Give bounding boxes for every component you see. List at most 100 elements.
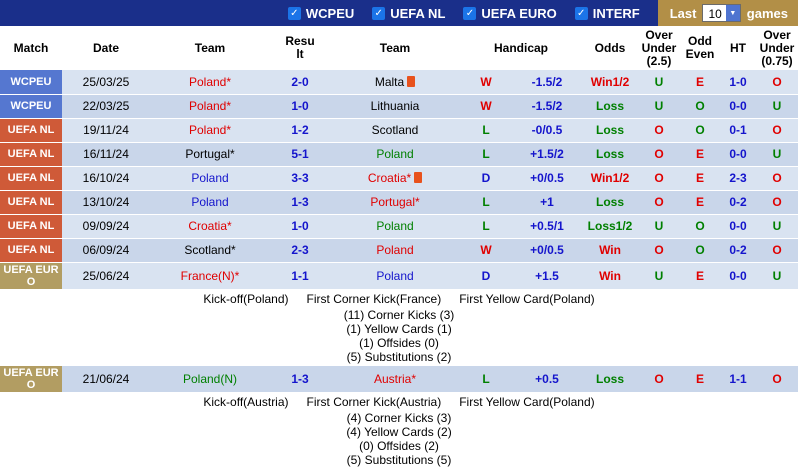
filter-label-interf[interactable]: INTERF: [592, 5, 640, 21]
full-time-score: 1-3: [270, 365, 330, 393]
away-team[interactable]: Malta: [330, 70, 460, 95]
competition-cell[interactable]: UEFA NL: [0, 142, 62, 167]
home-team[interactable]: Portugal*: [150, 142, 270, 167]
home-team[interactable]: Poland: [150, 190, 270, 215]
home-team-name[interactable]: Poland(N): [182, 371, 238, 386]
filter-label-uefa-euro[interactable]: UEFA EURO: [481, 5, 557, 21]
away-team[interactable]: Poland: [330, 238, 460, 263]
away-team[interactable]: Poland: [330, 214, 460, 239]
filter-uefa-nl[interactable]: ✓ UEFA NL: [372, 6, 445, 21]
filter-uefa-euro[interactable]: ✓ UEFA EURO: [463, 5, 557, 21]
away-team-name[interactable]: Austria*: [373, 371, 417, 386]
half-time-score: 2-3: [720, 166, 757, 191]
competition-cell[interactable]: UEFA NL: [0, 214, 62, 239]
home-team[interactable]: Poland*: [150, 118, 270, 143]
handicap-cell: +1.5/2: [512, 142, 583, 167]
filter-label-uefa-nl[interactable]: UEFA NL: [390, 5, 446, 21]
home-team[interactable]: Croatia*: [150, 214, 270, 239]
away-team-name[interactable]: Poland: [376, 147, 414, 161]
home-team-name[interactable]: Poland: [191, 171, 229, 185]
col-header-ht: HT: [720, 26, 757, 70]
home-team-name[interactable]: Croatia*: [188, 219, 232, 233]
match-row[interactable]: UEFA NL 06/09/24 Scotland* 2-3 Poland W +0/0.5…: [0, 238, 798, 263]
match-row[interactable]: WCPEU 22/03/25 Poland* 1-0 Lithuania W -1.5/2 L…: [0, 94, 798, 119]
chevron-down-icon[interactable]: ▼: [725, 5, 740, 21]
outcome-cell: L: [460, 365, 512, 393]
home-team[interactable]: Scotland*: [150, 238, 270, 263]
match-row[interactable]: UEFA NL 13/10/24 Poland 1-3 Portugal* L +1 Loss…: [0, 190, 798, 215]
match-row[interactable]: UEFA NL 16/11/24 Portugal* 5-1 Poland L +1.5/2…: [0, 142, 798, 167]
odd-even-cell: E: [680, 70, 721, 95]
checkbox-checked-icon[interactable]: ✓: [574, 6, 588, 20]
home-team-name[interactable]: Poland*: [188, 123, 232, 137]
competition-cell[interactable]: UEFA NL: [0, 166, 62, 191]
over-under-2-5-cell: O: [638, 190, 681, 215]
home-team[interactable]: Poland*: [150, 94, 270, 119]
away-team[interactable]: Austria*: [330, 365, 460, 393]
home-team[interactable]: Poland: [150, 166, 270, 191]
competition-cell[interactable]: UEFA NL: [0, 238, 62, 263]
competition-cell[interactable]: UEFA NL: [0, 118, 62, 143]
away-team-name[interactable]: Portugal*: [370, 195, 420, 209]
match-row[interactable]: UEFA NL 19/11/24 Poland* 1-2 Scotland L -0/0.5…: [0, 118, 798, 143]
match-date: 25/03/25: [62, 70, 150, 95]
handicap-cell: +1: [512, 190, 583, 215]
checkbox-checked-icon[interactable]: ✓: [287, 6, 301, 20]
home-team[interactable]: Poland(N): [150, 365, 270, 393]
home-team[interactable]: Poland*: [150, 70, 270, 95]
half-time-score: 0-0: [720, 142, 757, 167]
away-team-name[interactable]: Poland: [376, 243, 414, 257]
competition-cell[interactable]: WCPEU: [0, 94, 62, 119]
away-team[interactable]: Poland: [330, 262, 460, 290]
filter-wcpeu[interactable]: ✓ WCPEU: [287, 5, 355, 21]
over-under-0-75-cell: O: [756, 118, 798, 143]
table-header-row: Match Date Team Result Team Handicap Odd…: [0, 26, 798, 70]
filter-label-wcpeu[interactable]: WCPEU: [305, 5, 355, 21]
home-team-name[interactable]: Poland*: [188, 99, 232, 113]
over-under-0-75-cell: O: [756, 190, 798, 215]
match-detail-cell: Kick-off(Poland) First Corner Kick(France…: [0, 289, 798, 366]
home-team-name[interactable]: Portugal*: [185, 147, 235, 161]
away-team-name[interactable]: Malta: [374, 74, 405, 89]
match-row[interactable]: WCPEU 25/03/25 Poland* 2-0 Malta W -1.5/2 Win1/…: [0, 70, 798, 95]
competition-cell[interactable]: UEFA EURO: [0, 365, 62, 393]
match-row[interactable]: UEFA NL 16/10/24 Poland 3-3 Croatia* D +0/0.5 W…: [0, 166, 798, 191]
away-team-name[interactable]: Scotland: [371, 123, 419, 137]
col-header-match: Match: [0, 26, 62, 70]
match-date: 22/03/25: [62, 94, 150, 119]
away-team[interactable]: Scotland: [330, 118, 460, 143]
competition-cell[interactable]: UEFA NL: [0, 190, 62, 215]
away-team[interactable]: Poland: [330, 142, 460, 167]
away-team[interactable]: Lithuania: [330, 94, 460, 119]
match-row[interactable]: UEFA EURO 21/06/24 Poland(N) 1-3 Austria* L +0…: [0, 365, 798, 393]
away-team-name[interactable]: Croatia*: [367, 171, 412, 185]
detail-stat-line: (1) Yellow Cards (1): [346, 321, 452, 336]
games-count-select[interactable]: 10 ▼: [702, 4, 741, 22]
odd-even-cell: E: [680, 142, 721, 167]
away-team-name[interactable]: Poland: [376, 268, 414, 283]
home-team-name[interactable]: Scotland*: [184, 243, 236, 257]
match-detail-row: Kick-off(Poland) First Corner Kick(France…: [0, 289, 798, 366]
match-row[interactable]: UEFA NL 09/09/24 Croatia* 1-0 Poland L +0.5/1 L…: [0, 214, 798, 239]
match-date: 25/06/24: [62, 262, 150, 290]
half-time-score: 1-0: [720, 70, 757, 95]
away-team-name[interactable]: Poland: [376, 219, 414, 233]
home-team-name[interactable]: France(N)*: [180, 268, 240, 283]
away-team[interactable]: Portugal*: [330, 190, 460, 215]
home-team[interactable]: France(N)*: [150, 262, 270, 290]
competition-cell[interactable]: WCPEU: [0, 70, 62, 95]
competition-cell[interactable]: UEFA EURO: [0, 262, 62, 290]
full-time-score: 1-2: [270, 118, 330, 143]
filter-interf[interactable]: ✓ INTERF: [574, 5, 640, 21]
handicap-cell: -0/0.5: [512, 118, 583, 143]
over-under-2-5-cell: O: [638, 142, 681, 167]
detail-stat-line: (4) Corner Kicks (3): [346, 410, 452, 425]
away-team[interactable]: Croatia*: [330, 166, 460, 191]
home-team-name[interactable]: Poland*: [188, 74, 232, 89]
away-team-name[interactable]: Lithuania: [370, 99, 420, 113]
match-row[interactable]: UEFA EURO 25/06/24 France(N)* 1-1 Poland D +1.…: [0, 262, 798, 290]
checkbox-checked-icon[interactable]: ✓: [372, 6, 386, 20]
checkbox-checked-icon[interactable]: ✓: [463, 6, 477, 20]
odds-result-cell: Loss: [582, 142, 639, 167]
home-team-name[interactable]: Poland: [191, 195, 229, 209]
